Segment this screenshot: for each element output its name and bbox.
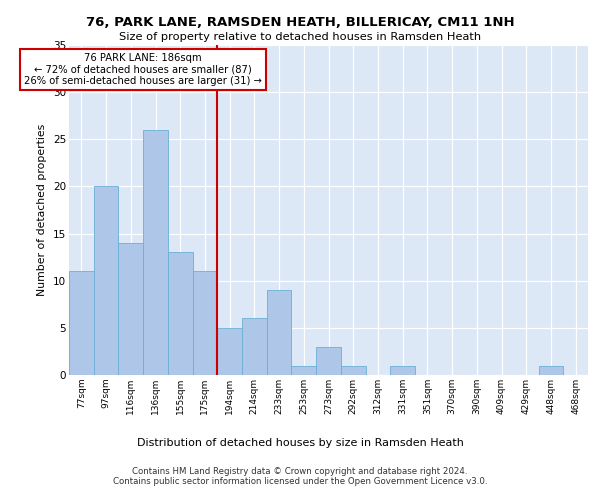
Bar bbox=[242, 318, 267, 375]
Bar bbox=[217, 328, 242, 375]
Text: 76, PARK LANE, RAMSDEN HEATH, BILLERICAY, CM11 1NH: 76, PARK LANE, RAMSDEN HEATH, BILLERICAY… bbox=[86, 16, 514, 29]
Bar bbox=[390, 366, 415, 375]
Bar bbox=[539, 366, 563, 375]
Bar bbox=[168, 252, 193, 375]
Bar bbox=[316, 346, 341, 375]
Bar bbox=[118, 243, 143, 375]
Bar bbox=[341, 366, 365, 375]
Bar bbox=[267, 290, 292, 375]
Y-axis label: Number of detached properties: Number of detached properties bbox=[37, 124, 47, 296]
Bar bbox=[193, 272, 217, 375]
Bar bbox=[69, 272, 94, 375]
Bar bbox=[292, 366, 316, 375]
Bar bbox=[143, 130, 168, 375]
Text: Contains public sector information licensed under the Open Government Licence v3: Contains public sector information licen… bbox=[113, 477, 487, 486]
Bar bbox=[94, 186, 118, 375]
Text: Distribution of detached houses by size in Ramsden Heath: Distribution of detached houses by size … bbox=[137, 438, 463, 448]
Text: Size of property relative to detached houses in Ramsden Heath: Size of property relative to detached ho… bbox=[119, 32, 481, 42]
Text: Contains HM Land Registry data © Crown copyright and database right 2024.: Contains HM Land Registry data © Crown c… bbox=[132, 467, 468, 476]
Text: 76 PARK LANE: 186sqm
← 72% of detached houses are smaller (87)
26% of semi-detac: 76 PARK LANE: 186sqm ← 72% of detached h… bbox=[24, 52, 262, 86]
